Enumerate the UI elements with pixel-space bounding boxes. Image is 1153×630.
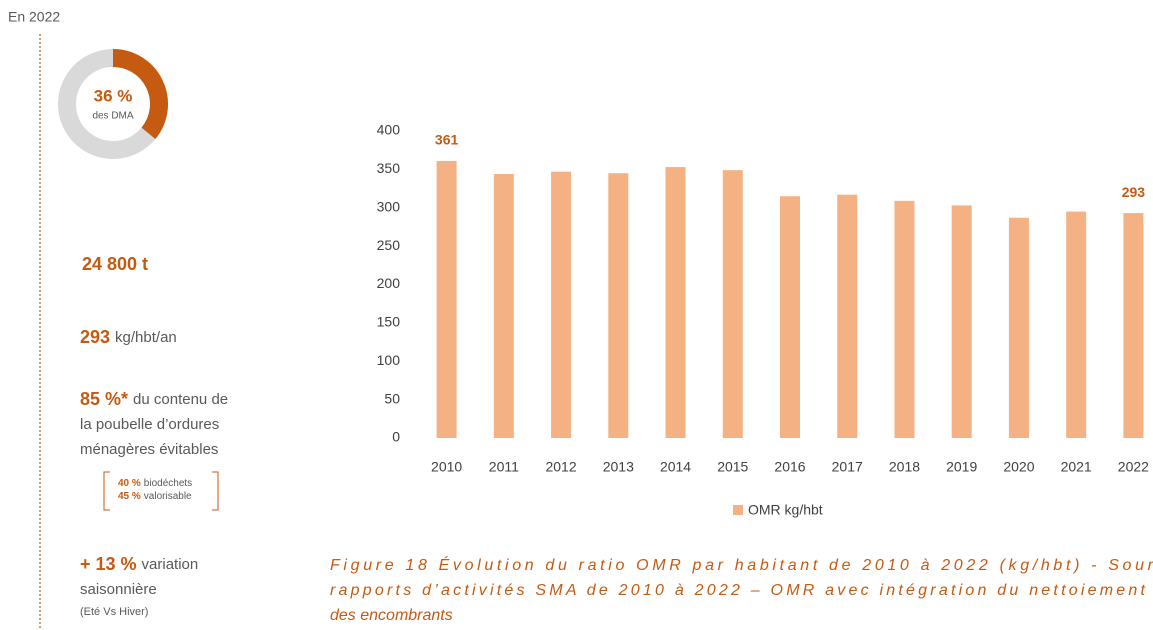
x-tick-label: 2022: [1118, 459, 1149, 475]
detail: 40 % biodéchets: [118, 478, 192, 489]
x-tick-label: 2010: [431, 459, 462, 475]
bracket: [103, 471, 219, 511]
x-tick-label: 2012: [545, 459, 576, 475]
caption-line: rapports d’activités SMA de 2010 à 2022 …: [330, 582, 1146, 599]
y-tick-label: 400: [377, 122, 401, 138]
bar: [436, 160, 457, 438]
x-tick-label: 2017: [832, 459, 863, 475]
bar: [837, 194, 858, 438]
avoidable-line: la poubelle d’ordures: [80, 416, 219, 433]
ratio-value: 293: [80, 327, 110, 347]
bar: [722, 170, 743, 438]
donut-arc: [112, 49, 168, 140]
seasonal-1: + 13 % variation: [80, 554, 198, 574]
avoidable-value: 85 %*: [80, 389, 128, 409]
y-tick-label: 200: [377, 275, 401, 291]
bar: [493, 173, 514, 439]
bar: [951, 205, 972, 438]
detail-text: valorisable: [144, 491, 192, 502]
x-tick-label: 2021: [1061, 459, 1092, 475]
bar: [551, 171, 572, 439]
y-tick-label: 150: [377, 314, 401, 330]
x-tick-label: 2019: [946, 459, 977, 475]
donut-caption: des DMA: [92, 111, 133, 122]
y-tick-label: 100: [377, 352, 401, 368]
x-tick-label: 2018: [889, 459, 920, 475]
x-tick-label: 2013: [603, 459, 634, 475]
y-tick-label: 50: [384, 390, 400, 406]
detail-value: 45 %: [118, 491, 141, 502]
x-tick-label: 2014: [660, 459, 691, 475]
x-tick-label: 2016: [774, 459, 805, 475]
seasonal-note: (Eté Vs Hiver): [80, 606, 148, 618]
seasonal-line: saisonnière: [80, 581, 157, 598]
ratio-unit: kg/hbt/an: [115, 329, 177, 346]
y-tick-label: 250: [377, 237, 401, 253]
bar: [1066, 211, 1087, 438]
y-tick-label: 300: [377, 198, 401, 214]
bar: [608, 173, 629, 438]
x-tick-label: 2011: [489, 459, 519, 475]
header: En 2022: [8, 9, 60, 25]
caption-line: Figure 18 Évolution du ratio OMR par hab…: [330, 555, 1153, 574]
data-label: 361: [435, 132, 459, 148]
avoidable-line: ménagères évitables: [80, 441, 218, 458]
ratio: 293 kg/hbt/an: [80, 327, 177, 347]
bar: [1123, 213, 1144, 438]
legend-label: OMR kg/hbt: [748, 502, 823, 518]
data-label: 293: [1122, 184, 1146, 200]
detail-text: biodéchets: [144, 478, 192, 489]
avoidable-line: du contenu de: [133, 391, 228, 408]
detail: 45 % valorisable: [118, 491, 192, 502]
avoidable-1: 85 %* du contenu de: [80, 389, 228, 409]
legend-swatch: [733, 505, 743, 515]
bar: [894, 200, 915, 438]
bar: [665, 167, 686, 438]
detail-value: 40 %: [118, 478, 141, 489]
y-tick-label: 0: [392, 429, 400, 445]
caption-line: des encombrants: [330, 607, 453, 624]
seasonal-value: + 13 %: [80, 554, 137, 574]
x-tick-label: 2015: [717, 459, 748, 475]
y-tick-label: 350: [377, 160, 401, 176]
bar: [780, 196, 800, 438]
tonnage: 24 800 t: [82, 254, 148, 274]
seasonal-line: variation: [142, 556, 199, 573]
donut-label: 36 %: [94, 86, 133, 105]
bar: [1008, 217, 1029, 438]
x-tick-label: 2020: [1003, 459, 1034, 475]
